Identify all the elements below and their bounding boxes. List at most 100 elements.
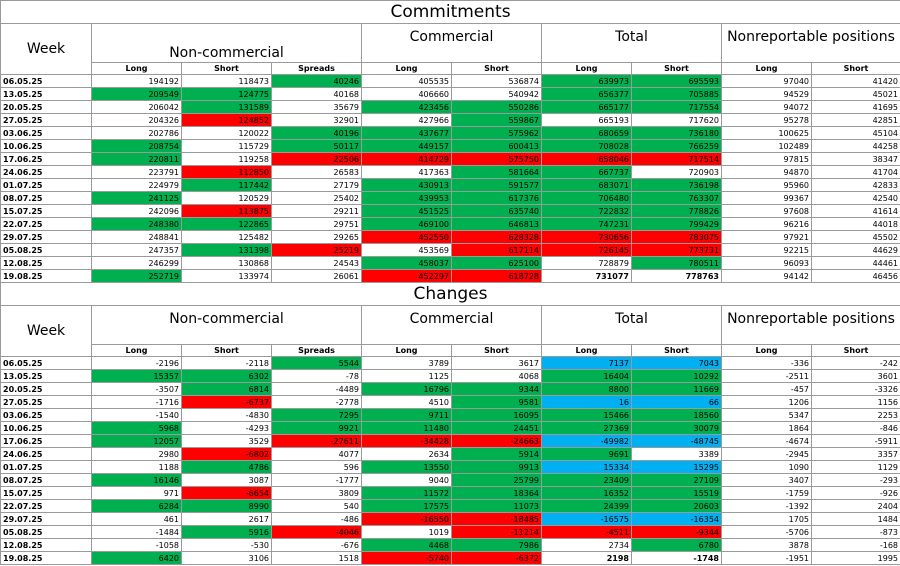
- table-cell: 27179: [271, 178, 362, 192]
- week-label: 17.06.25: [0, 152, 92, 166]
- table-cell: 720903: [631, 165, 722, 179]
- table-cell: 600413: [451, 139, 542, 153]
- table-cell: 452550: [361, 230, 452, 244]
- table-cell: 6284: [91, 499, 182, 513]
- nonreportable-header: Nonreportable positions: [720, 305, 900, 345]
- table-cell: 11572: [361, 486, 452, 500]
- table-cell: -2196: [91, 356, 182, 370]
- table-cell: -926: [810, 486, 900, 500]
- week-label: 06.05.25: [0, 74, 92, 88]
- table-cell: 202786: [91, 126, 182, 140]
- table-cell: 45104: [810, 126, 900, 140]
- table-cell: 25799: [451, 473, 542, 487]
- table-cell: 799429: [631, 217, 722, 231]
- table-cell: 667737: [541, 165, 632, 179]
- table-cell: 3809: [271, 486, 362, 500]
- week-label: 24.06.25: [0, 165, 92, 179]
- total-header: Total: [541, 23, 722, 63]
- table-row: 10.06.25 208754 115729 50117 449157 600413 708…: [0, 139, 900, 153]
- table-cell: 40168: [271, 87, 362, 101]
- table-cell: 9040: [361, 473, 452, 487]
- table-cell: -9344: [631, 525, 722, 539]
- table-cell: 1125: [361, 369, 452, 383]
- week-label: 01.07.25: [0, 178, 92, 192]
- table-row: 15.07.25 971 -6654 3809 11572 18364 16352 15519…: [0, 486, 900, 500]
- week-label: 15.07.25: [0, 204, 92, 218]
- table-cell: 41614: [810, 204, 900, 218]
- table-cell: 2198: [541, 551, 632, 565]
- total-long-header: Long: [541, 62, 632, 75]
- table-cell: 3106: [181, 551, 272, 565]
- table-cell: 25402: [271, 191, 362, 205]
- table-cell: 665177: [541, 100, 632, 114]
- table-row: 06.05.25 -2196 -2118 5544 3789 3617 7137 7043 -3…: [0, 356, 900, 370]
- table-cell: -48745: [631, 434, 722, 448]
- table-cell: 2634: [361, 447, 452, 461]
- table-cell: 16796: [361, 382, 452, 396]
- week-label: 27.05.25: [0, 395, 92, 409]
- table-row: 19.08.25 252719 133974 26061 452297 618728 731…: [0, 269, 900, 283]
- table-cell: 96093: [721, 256, 812, 270]
- table-cell: -3326: [810, 382, 900, 396]
- table-cell: 3389: [631, 447, 722, 461]
- table-cell: 35679: [271, 100, 362, 114]
- week-label: 20.05.25: [0, 100, 92, 114]
- table-cell: 32901: [271, 113, 362, 127]
- table-cell: -168: [810, 538, 900, 552]
- table-cell: 3878: [721, 538, 812, 552]
- nonreportable-long-header: Long: [721, 344, 812, 357]
- table-cell: -27611: [271, 434, 362, 448]
- table-cell: 23409: [541, 473, 632, 487]
- table-cell: -1484: [91, 525, 182, 539]
- table-cell: 41695: [810, 100, 900, 114]
- commercial-short-header: Short: [451, 344, 542, 357]
- table-cell: 122865: [181, 217, 272, 231]
- week-label: 22.07.25: [0, 217, 92, 231]
- table-cell: 2980: [91, 447, 182, 461]
- table-cell: 44461: [810, 256, 900, 270]
- table-cell: 40246: [271, 74, 362, 88]
- noncommercial-header: Non-commercial: [91, 23, 362, 63]
- table-cell: -5740: [361, 551, 452, 565]
- table-cell: 30079: [631, 421, 722, 435]
- table-cell: -18485: [451, 512, 542, 526]
- table-row: 22.07.25 248380 122865 29751 469100 646813 747…: [0, 217, 900, 231]
- table-cell: 461: [91, 512, 182, 526]
- table-cell: 100625: [721, 126, 812, 140]
- table-cell: 24399: [541, 499, 632, 513]
- table-row: 13.05.25 209549 124775 40168 406660 540942 656…: [0, 87, 900, 101]
- table-row: 29.07.25 248841 125482 29265 452550 628328 730…: [0, 230, 900, 244]
- table-cell: 22506: [271, 152, 362, 166]
- table-cell: -1058: [91, 538, 182, 552]
- week-label: 05.08.25: [0, 243, 92, 257]
- table-cell: 124775: [181, 87, 272, 101]
- week-label: 12.08.25: [0, 256, 92, 270]
- table-cell: 112850: [181, 165, 272, 179]
- table-cell: 18364: [451, 486, 542, 500]
- table-cell: 29751: [271, 217, 362, 231]
- table-cell: 45021: [810, 87, 900, 101]
- table-cell: 2617: [181, 512, 272, 526]
- table-cell: 44258: [810, 139, 900, 153]
- table-cell: 29211: [271, 204, 362, 218]
- table-cell: 11669: [631, 382, 722, 396]
- week-label: 05.08.25: [0, 525, 92, 539]
- table-cell: 423456: [361, 100, 452, 114]
- table-row: 27.05.25 204326 124852 32901 427966 559867 665…: [0, 113, 900, 127]
- table-cell: 96216: [721, 217, 812, 231]
- table-cell: -457: [721, 382, 812, 396]
- table-row: 12.08.25 246299 130868 24543 458037 625100 728…: [0, 256, 900, 270]
- table-cell: 453569: [361, 243, 452, 257]
- table-cell: 736180: [631, 126, 722, 140]
- table-cell: 44629: [810, 243, 900, 257]
- table-cell: 2253: [810, 408, 900, 422]
- table-row: 03.06.25 -1540 -4830 7295 9711 16095 15466 1856…: [0, 408, 900, 422]
- table-cell: 730656: [541, 230, 632, 244]
- table-cell: 42851: [810, 113, 900, 127]
- table-cell: 575962: [451, 126, 542, 140]
- table-cell: 683071: [541, 178, 632, 192]
- table-cell: 9691: [541, 447, 632, 461]
- table-cell: 94072: [721, 100, 812, 114]
- noncommercial-long-header: Long: [91, 344, 182, 357]
- table-cell: 778763: [631, 269, 722, 283]
